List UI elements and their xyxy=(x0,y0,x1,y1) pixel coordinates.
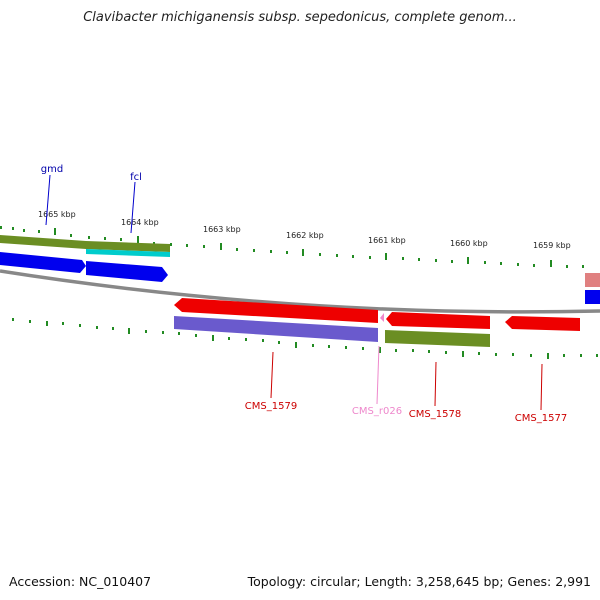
gene-label-cms1578[interactable]: CMS_1578 xyxy=(409,409,461,420)
scale-label-1665: 1665 kbp xyxy=(38,210,76,219)
gene-cms1579-purple[interactable] xyxy=(174,316,378,342)
scale-label-1662: 1662 kbp xyxy=(286,231,324,240)
gene-cms-r026-rna[interactable] xyxy=(380,313,384,322)
genome-summary-text: Topology: circular; Length: 3,258,645 bp… xyxy=(247,574,591,589)
gene-label-cms1579[interactable]: CMS_1579 xyxy=(245,401,297,412)
accession-text: Accession: NC_010407 xyxy=(9,574,152,589)
gene-cms1578-olive[interactable] xyxy=(385,330,490,347)
gene-cms1578-cds[interactable] xyxy=(386,312,490,329)
gene-partial-pink[interactable] xyxy=(585,273,600,287)
leader-cms1577 xyxy=(540,363,543,411)
leader-cms1579 xyxy=(270,351,274,399)
gene-gmd-cds[interactable] xyxy=(0,252,86,273)
gene-cms1579-cds[interactable] xyxy=(174,298,378,323)
gene-label-fcl[interactable]: fcl xyxy=(130,172,142,183)
inner-tick-ring xyxy=(12,318,598,359)
scale-label-1660: 1660 kbp xyxy=(450,239,488,248)
page-title: Clavibacter michiganensis subsp. sepedon… xyxy=(83,10,517,25)
scale-label-1661: 1661 kbp xyxy=(368,236,406,245)
leader-fcl xyxy=(130,181,136,234)
scale-label-1664: 1664 kbp xyxy=(121,218,159,227)
gene-fcl-cds[interactable] xyxy=(86,261,168,282)
gene-fcl-cyan[interactable] xyxy=(86,249,170,257)
gene-gmd-olive[interactable] xyxy=(0,235,170,252)
genome-backbone xyxy=(0,269,600,314)
leader-gmd xyxy=(45,174,51,226)
gene-label-cms-r026[interactable]: CMS_r026 xyxy=(352,406,402,417)
gene-partial-blue[interactable] xyxy=(585,290,600,304)
leader-cms1578 xyxy=(434,361,437,407)
gene-label-gmd[interactable]: gmd xyxy=(41,164,63,175)
leader-cms-r026 xyxy=(376,345,380,405)
gene-cms1577-cds[interactable] xyxy=(505,316,580,331)
scale-label-1663: 1663 kbp xyxy=(203,225,241,234)
scale-label-1659: 1659 kbp xyxy=(533,241,571,250)
gene-label-cms1577[interactable]: CMS_1577 xyxy=(515,413,567,424)
